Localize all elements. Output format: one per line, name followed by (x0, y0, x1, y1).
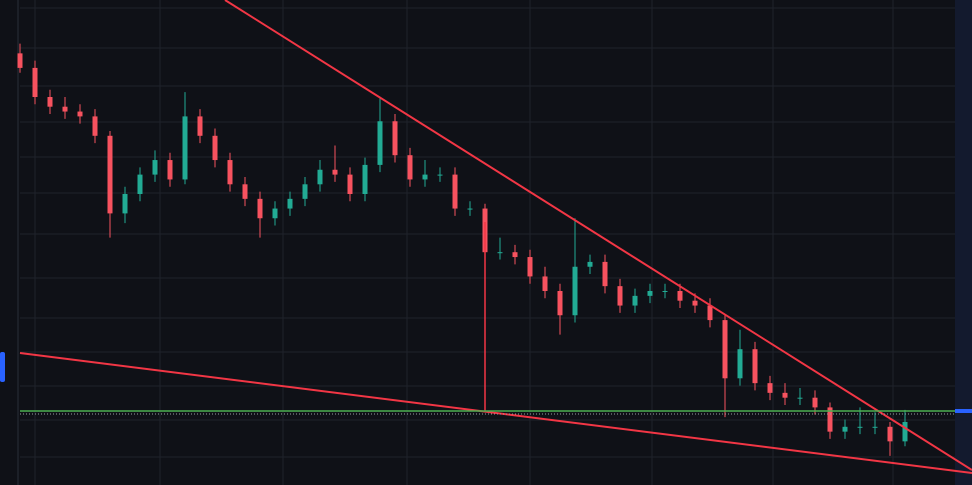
candles (17, 43, 908, 456)
candle-body (527, 257, 533, 277)
candle-body (122, 194, 128, 214)
candle-body (62, 106, 68, 112)
candle-body (77, 111, 83, 117)
trend-line (19, 352, 972, 474)
candle-body (137, 174, 143, 194)
candle-body (47, 97, 53, 107)
candle-body (632, 295, 638, 306)
candle-body (167, 160, 173, 180)
candle-body (182, 116, 188, 180)
candle-body (797, 397, 803, 399)
candle-body (692, 300, 698, 306)
candle-body (392, 121, 398, 156)
candle-body (422, 174, 428, 180)
candle-body (497, 252, 503, 254)
candle-body (707, 305, 713, 321)
candle-body (842, 426, 848, 432)
candle-body (377, 121, 383, 165)
candle-body (197, 116, 203, 136)
candle-body (827, 407, 833, 432)
candle-body (242, 184, 248, 199)
candle-body (587, 261, 593, 267)
candle-body (452, 174, 458, 209)
candle-body (152, 160, 158, 175)
candle-body (512, 252, 518, 258)
candle-body (782, 392, 788, 398)
candle-body (722, 320, 728, 379)
candle-body (347, 174, 353, 194)
candle-body (857, 426, 863, 428)
candle-body (752, 349, 758, 384)
candle-body (92, 116, 98, 136)
candle-body (767, 383, 773, 393)
candle-body (542, 276, 548, 291)
candle-body (17, 53, 23, 68)
candle-body (287, 198, 293, 209)
candle-body (617, 286, 623, 306)
candle-body (437, 174, 443, 176)
candle-body (572, 266, 578, 316)
candle-body (467, 208, 473, 210)
candle-body (212, 135, 218, 161)
candle-body (407, 155, 413, 180)
price-marker (955, 409, 972, 413)
right-panel (955, 0, 972, 485)
candle-body (272, 208, 278, 219)
candle-body (647, 291, 653, 296)
candle-body (107, 135, 113, 214)
candle-body (737, 349, 743, 379)
candle-body (332, 169, 338, 175)
candle-body (887, 426, 893, 442)
candle-body (557, 291, 563, 316)
candle-body (302, 184, 308, 199)
candle-body (872, 426, 878, 428)
price-tag (0, 352, 5, 382)
candle-body (677, 291, 683, 301)
candle-body (257, 198, 263, 219)
candle-body (602, 261, 608, 287)
candle-body (362, 164, 368, 194)
candle-body (32, 67, 38, 97)
grid (20, 0, 955, 485)
candle-body (662, 291, 668, 292)
candle-body (902, 421, 908, 442)
trend-line (224, 0, 972, 471)
candle-body (227, 160, 233, 185)
candle-body (317, 169, 323, 185)
candle-body (812, 397, 818, 408)
